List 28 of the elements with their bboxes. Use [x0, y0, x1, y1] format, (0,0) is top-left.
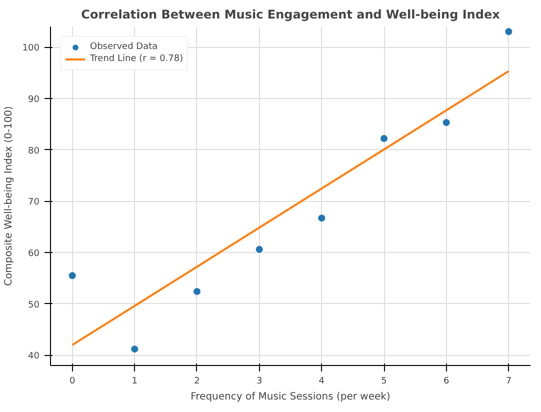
- legend-label: Trend Line (r = 0.78): [90, 53, 184, 65]
- y-tick-label: 80: [28, 146, 40, 156]
- y-tick-label: 50: [28, 300, 40, 310]
- y-tick-label: 60: [28, 249, 40, 259]
- x-tick-label: 4: [318, 376, 325, 386]
- y-tick-label: 100: [22, 44, 40, 54]
- x-tick-label: 1: [132, 376, 138, 386]
- y-tick-label: 70: [28, 198, 40, 208]
- chart-title: Correlation Between Music Engagement and Well-being Index: [81, 8, 500, 22]
- y-tick-label: 90: [28, 94, 40, 105]
- x-tick-label: 7: [506, 376, 512, 386]
- point: [442, 119, 450, 126]
- x-tick-label: 3: [256, 376, 262, 386]
- x-tick-label: 6: [443, 376, 450, 386]
- x-axis-title: Frequency of Music Sessions (per week): [190, 392, 390, 402]
- y-tick-label: 40: [28, 352, 40, 362]
- point: [318, 214, 326, 222]
- point: [131, 346, 138, 353]
- point: [193, 288, 200, 296]
- x-tick-label: 2: [194, 376, 200, 386]
- point: [256, 246, 263, 253]
- point: [68, 272, 76, 280]
- point: [380, 134, 388, 142]
- x-tick-label: 5: [381, 376, 387, 386]
- x-tick-label: 0: [69, 376, 76, 386]
- point: [505, 28, 512, 36]
- legend-label: Observed Data: [90, 41, 158, 53]
- y-axis-title: Composite Well-being Index (0-100): [3, 106, 14, 286]
